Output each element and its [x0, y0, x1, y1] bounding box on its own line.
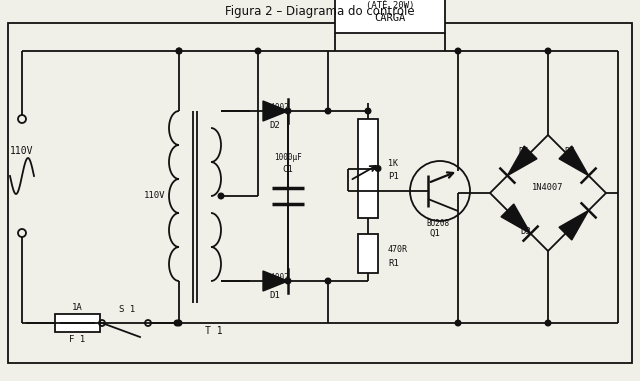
Circle shape	[176, 48, 182, 54]
Bar	[335, 0, 445, 33]
Text: (ATÉ 20W): (ATÉ 20W)	[366, 1, 414, 10]
Text: CARGA: CARGA	[374, 13, 406, 23]
Bar	[358, 119, 378, 218]
Circle shape	[365, 108, 371, 114]
Text: 1N4007: 1N4007	[532, 184, 564, 192]
Polygon shape	[501, 204, 531, 234]
Text: 1N4002: 1N4002	[261, 104, 289, 112]
Text: D4: D4	[566, 226, 577, 235]
Circle shape	[285, 278, 291, 284]
Circle shape	[174, 320, 180, 326]
Text: T 1: T 1	[205, 326, 223, 336]
Text: Figura 2 – Diagrama do controle: Figura 2 – Diagrama do controle	[225, 5, 415, 18]
Text: 1K: 1K	[388, 159, 398, 168]
Circle shape	[375, 166, 381, 171]
Circle shape	[545, 48, 551, 54]
Circle shape	[255, 48, 261, 54]
Text: D5: D5	[518, 147, 529, 155]
Text: 1000μF: 1000μF	[274, 154, 302, 163]
Polygon shape	[263, 271, 288, 291]
Text: 110V: 110V	[144, 192, 166, 200]
Polygon shape	[559, 146, 589, 176]
Circle shape	[176, 320, 182, 326]
Text: BU208: BU208	[426, 218, 449, 227]
Text: P1: P1	[388, 172, 399, 181]
Text: 470R: 470R	[388, 245, 408, 253]
Text: C1: C1	[283, 165, 293, 174]
Text: D2: D2	[269, 120, 280, 130]
Text: 1N4002: 1N4002	[261, 274, 289, 282]
Bar	[55, 314, 100, 332]
Text: S 1: S 1	[119, 304, 135, 314]
Text: D1: D1	[269, 290, 280, 299]
Polygon shape	[508, 146, 537, 176]
Text: 1A: 1A	[72, 303, 83, 312]
Circle shape	[218, 193, 224, 199]
Text: D6: D6	[564, 147, 575, 155]
Circle shape	[545, 320, 551, 326]
Circle shape	[455, 320, 461, 326]
Polygon shape	[263, 101, 288, 121]
Text: D3: D3	[520, 226, 531, 235]
Text: 110V: 110V	[10, 146, 34, 156]
Circle shape	[176, 48, 182, 54]
Bar	[358, 234, 378, 273]
Text: Q1: Q1	[429, 229, 440, 237]
Circle shape	[325, 108, 331, 114]
Circle shape	[455, 48, 461, 54]
Polygon shape	[559, 210, 589, 240]
Bar	[8, 23, 632, 363]
Text: F 1: F 1	[69, 335, 86, 344]
Circle shape	[285, 108, 291, 114]
Text: R1: R1	[388, 258, 399, 267]
Circle shape	[325, 278, 331, 284]
